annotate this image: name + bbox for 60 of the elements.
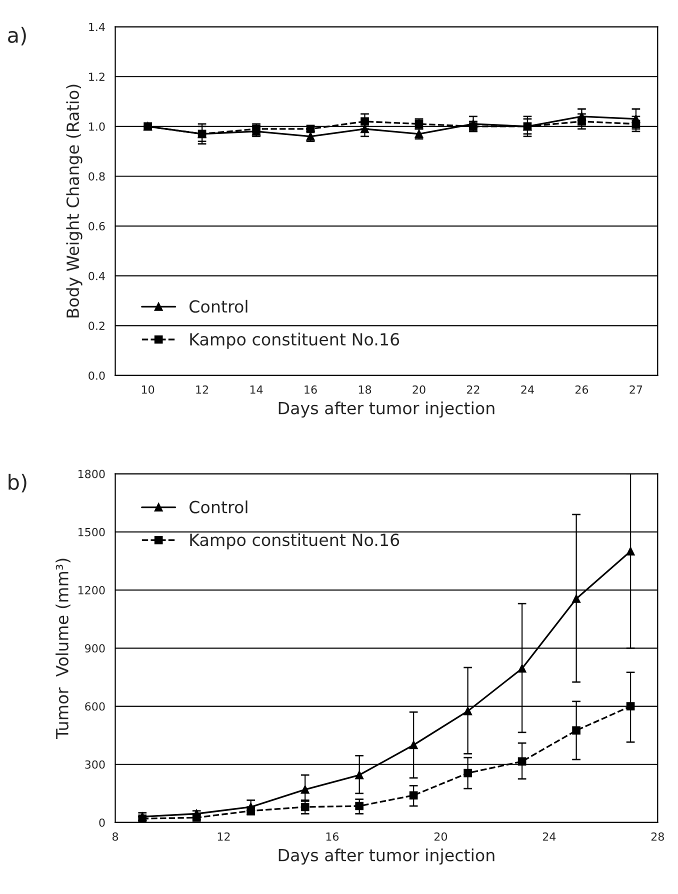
point <box>355 802 364 810</box>
point <box>300 802 310 812</box>
y-tick-label: 1200 <box>78 586 105 594</box>
point <box>518 757 526 766</box>
x-tick-label: 24 <box>521 385 534 394</box>
y-tick-label: 1.4 <box>89 22 105 32</box>
x-tick-label: 22 <box>466 385 480 394</box>
y-tick-label: 0.4 <box>88 272 105 280</box>
x-tick-label: 16 <box>304 385 317 394</box>
y-tick-label: 1.0 <box>89 122 105 131</box>
x-tick-label: 8 <box>112 832 118 841</box>
point <box>464 768 472 778</box>
y-tick-label: 600 <box>85 702 105 711</box>
point <box>360 117 369 126</box>
y-tick-label: 0 <box>99 818 105 827</box>
x-axis-title: Days after tumor injection <box>278 402 494 418</box>
point <box>518 664 526 673</box>
x-tick-label: 12 <box>196 385 208 394</box>
y-tick-label: 1.2 <box>89 72 104 81</box>
y-axis-title: Tumor Volume (mm³) <box>56 558 70 739</box>
y-tick-label: 1800 <box>78 470 105 478</box>
y-tick-label: 300 <box>85 760 105 769</box>
y-tick-label: 0.8 <box>88 172 105 181</box>
legend-label: Control <box>190 300 248 313</box>
point <box>578 117 586 126</box>
legend-label: Kampo constituent No.16 <box>190 332 400 349</box>
point <box>198 130 206 138</box>
legend-label: Control <box>190 500 248 514</box>
y-tick-label: 0.2 <box>88 322 104 330</box>
x-tick-label: 18 <box>358 385 372 394</box>
point <box>360 124 369 134</box>
legend-label: Kampo constituent No.16 <box>190 533 400 550</box>
point <box>300 785 310 794</box>
y-tick-label: 900 <box>85 644 105 653</box>
x-tick-label: 24 <box>542 832 556 841</box>
x-tick-label: 27 <box>630 385 642 394</box>
y-tick-label: 0.0 <box>88 371 105 380</box>
point <box>572 726 580 735</box>
x-tick-label: 12 <box>218 832 230 841</box>
point <box>632 120 640 128</box>
y-tick-label: 0.6 <box>88 222 105 230</box>
x-tick-label: 14 <box>250 386 263 394</box>
x-axis-title: Days after tumor injection <box>278 848 494 865</box>
x-tick-label: 20 <box>412 385 426 394</box>
x-tick-label: 26 <box>575 385 588 394</box>
point <box>409 740 418 750</box>
point <box>409 791 418 800</box>
point <box>355 770 364 780</box>
x-tick-label: 16 <box>326 832 339 841</box>
point <box>626 702 635 710</box>
x-tick-label: 20 <box>434 832 448 841</box>
x-tick-label: 28 <box>651 832 664 841</box>
y-tick-label: 1500 <box>78 528 105 536</box>
text: b) <box>8 474 26 492</box>
point <box>626 547 635 556</box>
y-axis-title: Body Weight Change (Ratio) <box>66 84 82 318</box>
x-tick-label: 10 <box>142 385 154 394</box>
point <box>572 594 580 603</box>
text: a) <box>8 26 26 46</box>
point <box>464 706 472 716</box>
